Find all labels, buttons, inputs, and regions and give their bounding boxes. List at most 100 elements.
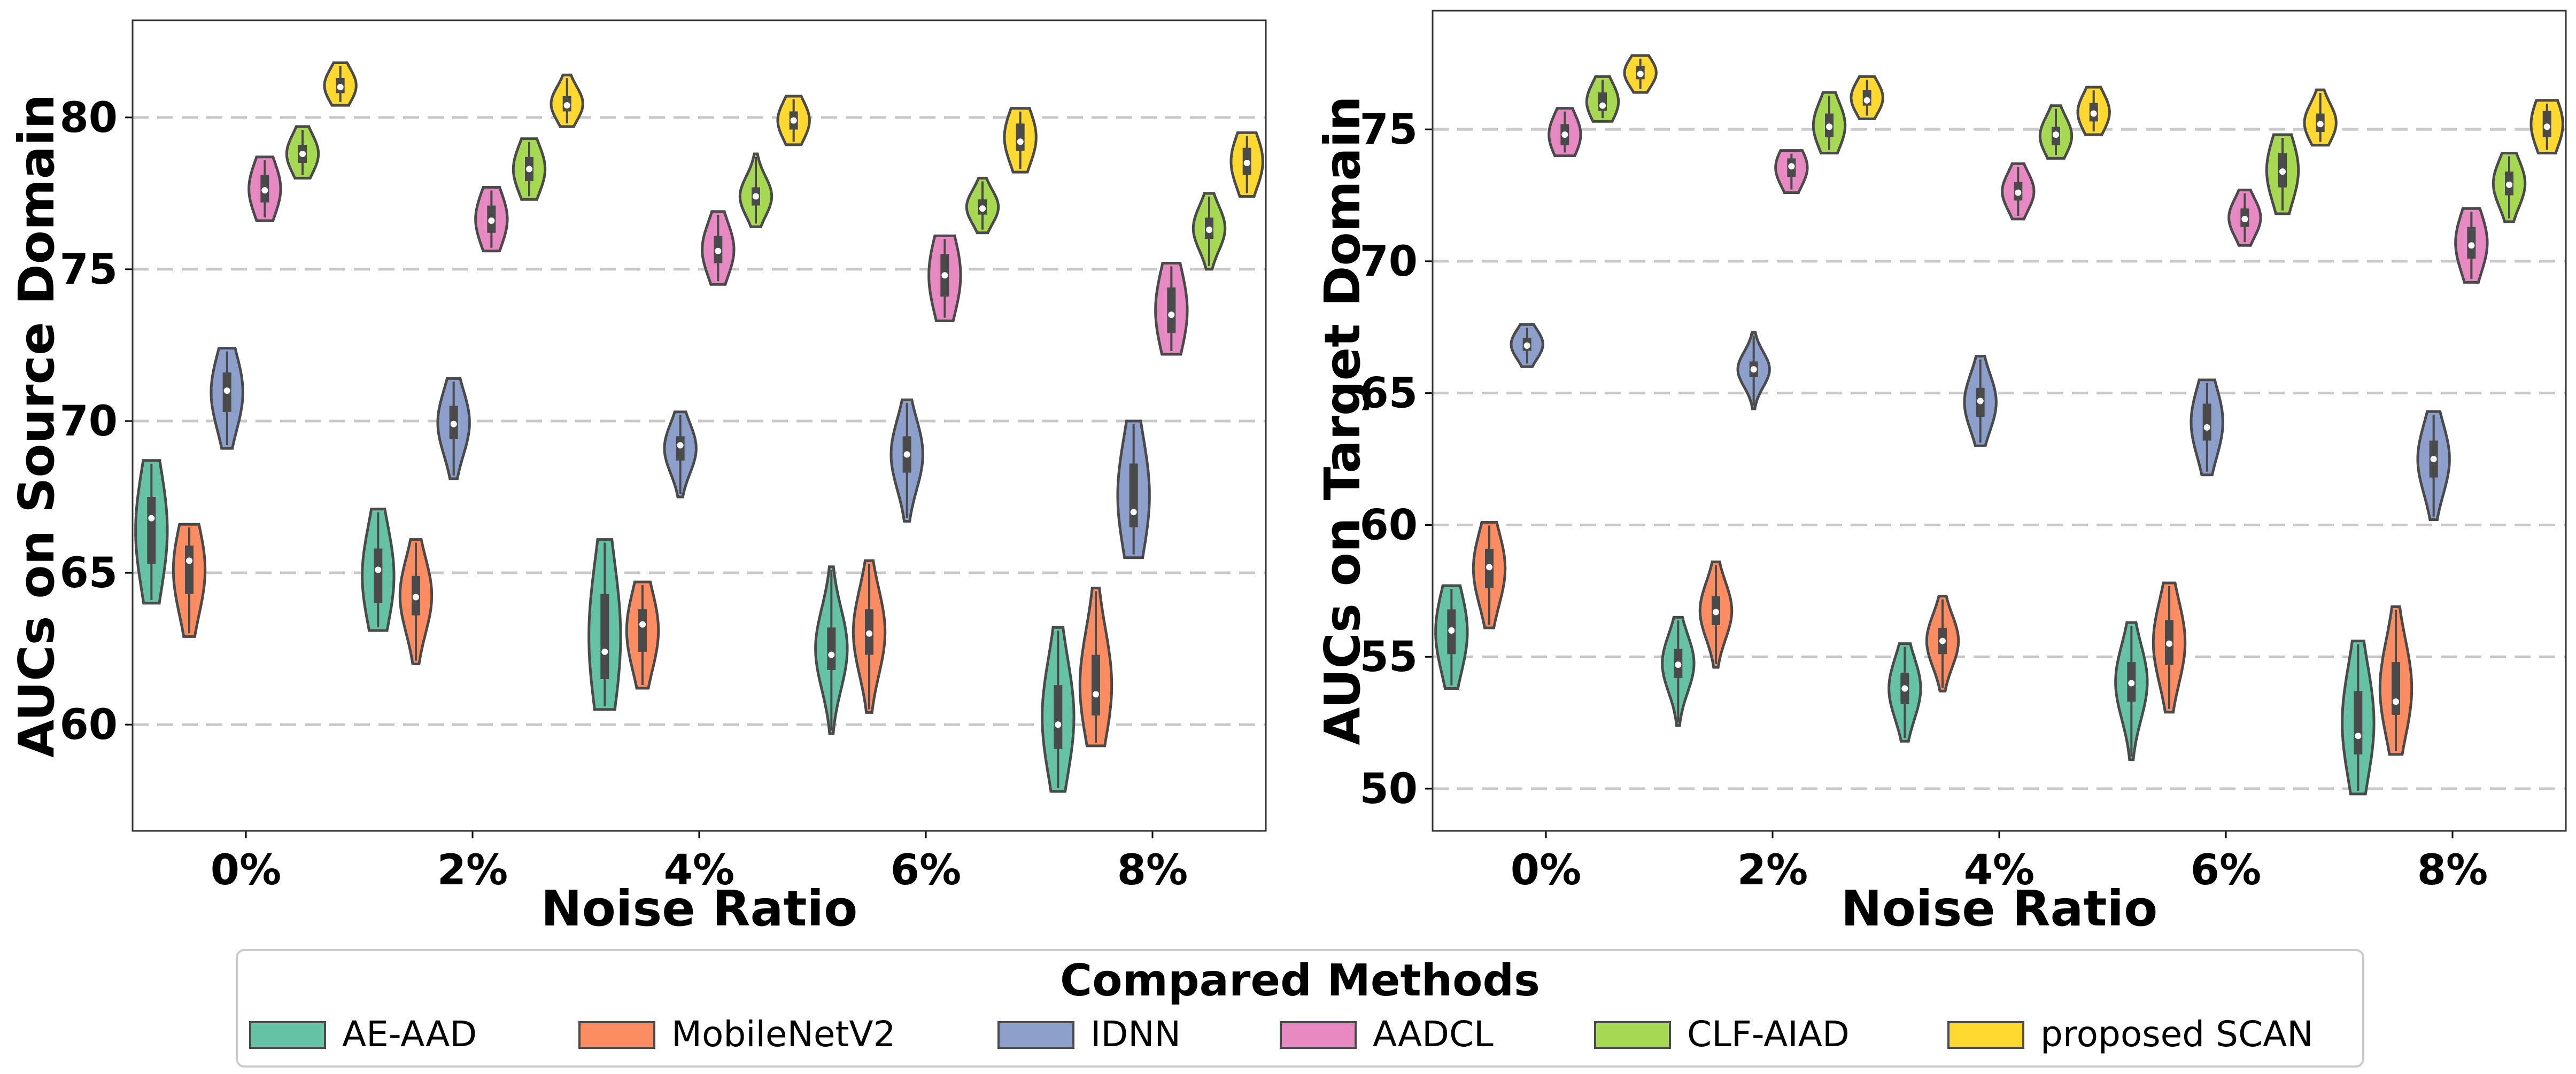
violin-median-point [2128, 680, 2135, 687]
violin-iqr-box [1167, 287, 1176, 333]
violin-median-point [1055, 721, 1062, 728]
violin-median-point [790, 117, 797, 124]
legend-swatch-clf-aiad [1594, 1021, 1671, 1049]
violin-iqr-box [600, 594, 609, 679]
violin-median-point [828, 651, 835, 658]
violin-median-point [450, 421, 457, 427]
left-panel-source-domain: 60 65 70 75 80 0% 2% 4% 6% 8% Noise Ratio AUCs on S… [8, 19, 1267, 937]
violin-median-point [1561, 131, 1568, 138]
violin-median-point [866, 630, 872, 637]
violin-median-point [1637, 71, 1644, 77]
violin-median-point [563, 102, 570, 109]
y-tick-label: 75 [59, 246, 118, 294]
violin-median-point [601, 648, 608, 655]
violin-median-point [2430, 456, 2437, 463]
legend-swatch-mobilenetv2 [578, 1021, 655, 1049]
violin-iqr-box [1016, 123, 1025, 151]
y-tick-label: 55 [1359, 633, 1418, 681]
x-tick-label: 6% [891, 846, 961, 894]
y-tick-label: 60 [1359, 501, 1418, 549]
violin-median-point [1599, 102, 1606, 109]
x-tick-label: 2% [437, 846, 508, 894]
violin-median-point [1486, 564, 1492, 571]
violin-median-point [488, 217, 495, 224]
violin-iqr-box [2354, 691, 2363, 754]
x-tick-label: 4% [1964, 846, 2035, 894]
x-axis-label: Noise Ratio [1841, 880, 2158, 937]
violin-median-point [2468, 242, 2475, 249]
x-tick-label: 2% [1737, 846, 1808, 894]
violin-median-point [903, 451, 910, 458]
violin-median-point [979, 205, 986, 212]
violin-median-point [1826, 123, 1832, 130]
violin-median-point [2053, 131, 2059, 138]
y-tick-label: 80 [59, 94, 118, 142]
violin-median-point [2355, 733, 2362, 740]
y-tick-label: 50 [1359, 765, 1418, 813]
violin-median-point [337, 83, 344, 90]
violin-median-point [2317, 121, 2324, 128]
violin-median-point [715, 247, 722, 254]
violin-median-point [1788, 163, 1795, 170]
violin-median-point [2543, 123, 2550, 130]
violin-iqr-box [2202, 403, 2211, 441]
violin-median-point [1243, 160, 1250, 167]
violin-median-point [639, 621, 646, 628]
y-tick-label: 75 [1359, 106, 1418, 154]
violin-median-point [261, 187, 268, 194]
violin-iqr-box [2392, 662, 2400, 715]
violin-median-point [1750, 366, 1757, 373]
legend-label: MobileNetV2 [671, 1014, 896, 1055]
x-tick-label: 6% [2191, 846, 2261, 894]
violin-median-point [2015, 189, 2022, 196]
y-axis-label: AUCs on Source Domain [8, 94, 65, 758]
violin-median-point [2166, 640, 2172, 647]
y-axis-label: AUCs on Target Domain [1314, 96, 1371, 745]
violin-median-point [2090, 110, 2097, 117]
violin-median-point [1675, 661, 1682, 668]
x-tick-label: 8% [1117, 846, 1188, 894]
violin-median-point [1130, 509, 1137, 516]
violin-iqr-box [1129, 463, 1138, 527]
violin-median-point [1168, 312, 1175, 318]
violin-median-point [1206, 227, 1212, 234]
violin-median-point [2203, 424, 2210, 431]
violin-median-point [1713, 609, 1719, 616]
violin-iqr-box [147, 497, 156, 564]
y-tick-label: 70 [1359, 238, 1418, 286]
y-tick-label: 65 [59, 549, 118, 597]
violin-iqr-box [374, 548, 383, 603]
x-axis-label: Noise Ratio [541, 880, 858, 937]
legend-label: AADCL [1373, 1014, 1494, 1055]
violin-iqr-box [1054, 685, 1063, 749]
violin-median-point [1901, 685, 1908, 692]
right-panel-target-domain: 50 55 60 65 70 75 0% 2% 4% 6% 8% Noise Ratio AUCs on… [1314, 10, 2567, 937]
plot-frame [131, 19, 1267, 832]
violin-median-point [2506, 181, 2512, 188]
y-tick-label: 60 [59, 701, 118, 749]
violin-median-point [1939, 637, 1946, 644]
violin-median-point [2393, 698, 2399, 705]
violin-median-point [1448, 627, 1455, 634]
violin-median-point [1017, 138, 1024, 145]
y-tick-label: 65 [1359, 370, 1418, 418]
legend-label: IDNN [1090, 1014, 1181, 1055]
violin-median-point [941, 272, 948, 279]
violin-median-point [1863, 97, 1870, 104]
violin-median-point [223, 387, 230, 394]
x-tick-label: 0% [1511, 846, 1581, 894]
violin-median-point [2241, 215, 2248, 222]
x-tick-label: 0% [211, 846, 281, 894]
violin-iqr-box [1092, 655, 1100, 716]
legend: Compared Methods AE-AAD MobileNetV2 IDNN AA… [236, 949, 2364, 1068]
legend-swatch-idnn [997, 1021, 1074, 1049]
x-tick-label: 8% [2417, 846, 2488, 894]
legend-label: AE-AAD [342, 1014, 477, 1055]
violin-median-point [1977, 398, 1984, 404]
violin-median-point [413, 594, 419, 601]
violin-median-point [1523, 342, 1530, 349]
y-tick-label: 70 [59, 398, 118, 446]
violin-iqr-box [185, 545, 194, 594]
violin-median-point [186, 557, 192, 564]
